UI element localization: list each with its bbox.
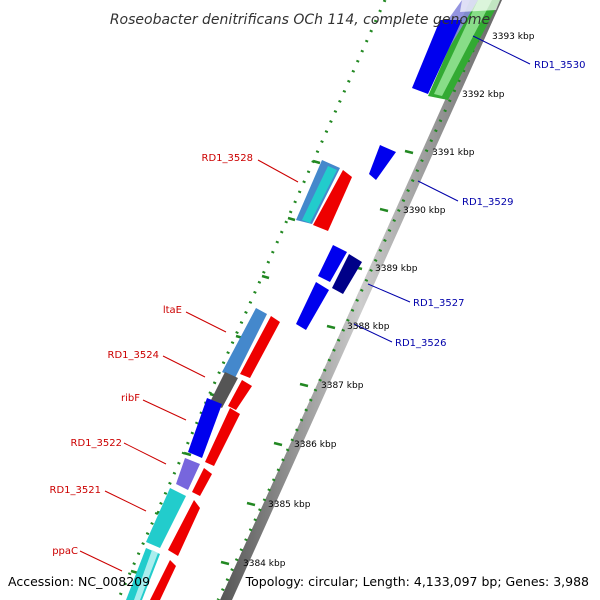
- genome-backbone: [220, 0, 502, 600]
- gene-rd1-3528-red[interactable]: [313, 170, 352, 231]
- gene-ribF-red[interactable]: [205, 408, 240, 466]
- accession-text: Accession: NC_008209: [8, 574, 150, 589]
- gene-rd1-3527[interactable]: [318, 245, 347, 282]
- gene-top-blue[interactable]: [412, 20, 462, 94]
- scale-label: 3387 kbp: [321, 381, 364, 391]
- leader-lines: [79, 35, 531, 572]
- gene-label-rd1-3529[interactable]: RD1_3529: [462, 197, 513, 208]
- scale-labels: 3393 kbp 3392 kbp 3391 kbp 3390 kbp 3389…: [243, 32, 535, 569]
- gene-rd1-3527-navy[interactable]: [332, 254, 362, 294]
- gene-label-ribF[interactable]: ribF: [121, 393, 140, 404]
- gene-label-ppaC[interactable]: ppaC: [52, 546, 78, 557]
- gene-rd1-3529[interactable]: [369, 145, 396, 180]
- scale-label: 3392 kbp: [462, 90, 505, 100]
- gene-ribF[interactable]: [188, 398, 222, 458]
- gene-label-rd1-3522[interactable]: RD1_3522: [71, 438, 122, 449]
- gene-rd1-3528-cyan: [302, 166, 337, 223]
- gene-label-rd1-3530[interactable]: RD1_3530: [534, 60, 585, 71]
- gene-rd1-3521[interactable]: [146, 488, 186, 548]
- gene-rd1-3526[interactable]: [296, 282, 329, 330]
- gene-rd1-3524-red[interactable]: [228, 380, 252, 410]
- gene-label-rd1-3524[interactable]: RD1_3524: [108, 350, 159, 361]
- gene-label-rd1-3527[interactable]: RD1_3527: [413, 298, 464, 309]
- gene-rd1-3528-block[interactable]: [296, 160, 352, 231]
- gene-rd1-3530-highlight: [434, 0, 492, 96]
- gene-rd1-3521-red[interactable]: [168, 500, 200, 556]
- gene-label-rd1-3521[interactable]: RD1_3521: [50, 485, 101, 496]
- map-title: Roseobacter denitrificans OCh 114, compl…: [110, 12, 490, 28]
- gene-rd1-3522-red[interactable]: [192, 468, 212, 496]
- scale-label: 3386 kbp: [294, 440, 337, 450]
- gene-rd1-3522[interactable]: [176, 458, 200, 490]
- gene-label-rd1-3526[interactable]: RD1_3526: [395, 338, 446, 349]
- scale-label: 3389 kbp: [375, 264, 418, 274]
- gene-rd1-3530-cluster[interactable]: [412, 0, 500, 100]
- scale-tick-marks: [130, 33, 464, 575]
- gene-ltaE-red[interactable]: [240, 316, 280, 378]
- scale-label: 3390 kbp: [403, 206, 446, 216]
- gene-top-white: [460, 0, 500, 12]
- gene-labels-left: RD1_3528 ltaE RD1_3524 ribF RD1_3522 RD1…: [50, 153, 253, 557]
- inner-dot-track: [216, 39, 480, 600]
- gene-labels-right: RD1_3530 RD1_3529 RD1_3527 RD1_3526: [395, 60, 585, 349]
- gene-rd1-3524[interactable]: [210, 372, 238, 408]
- gene-ppaC-white: [134, 550, 158, 600]
- topology-text: Topology: circular; Length: 4,133,097 bp…: [245, 574, 589, 589]
- outer-dot-track: [116, 0, 387, 600]
- scale-label: 3393 kbp: [492, 32, 535, 42]
- gene-ltaE[interactable]: [222, 308, 267, 378]
- scale-label: 3391 kbp: [432, 148, 475, 158]
- gene-label-rd1-3528[interactable]: RD1_3528: [202, 153, 253, 164]
- gene-label-ltaE[interactable]: ltaE: [163, 305, 182, 316]
- scale-label: 3384 kbp: [243, 559, 286, 569]
- scale-label: 3385 kbp: [268, 500, 311, 510]
- scale-label: 3388 kbp: [347, 322, 390, 332]
- gene-bottom-red[interactable]: [150, 560, 176, 600]
